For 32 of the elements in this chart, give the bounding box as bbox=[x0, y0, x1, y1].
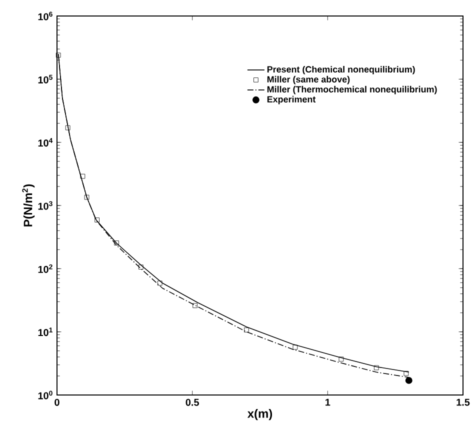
x-tick-label: 0 bbox=[54, 398, 60, 406]
y-tick-label: 10$^{0}$ bbox=[38, 390, 52, 400]
y-tick-label: 10$^{5}$ bbox=[38, 74, 52, 84]
x-tick-label: 1.5 bbox=[456, 398, 470, 406]
point bbox=[56, 52, 61, 58]
legend-label: Present (Chemical nonequilibrium) bbox=[267, 66, 415, 74]
point bbox=[405, 376, 412, 384]
point bbox=[338, 356, 344, 362]
point bbox=[292, 344, 298, 350]
y-tick-label: 10$^{2}$ bbox=[38, 264, 52, 273]
y-tick-label: 10$^{3}$ bbox=[38, 201, 52, 210]
legend-label: Miller (same above) bbox=[267, 76, 350, 84]
x-axis-title: x(m) bbox=[247, 409, 272, 420]
legend-label: Experiment bbox=[267, 96, 316, 104]
x-tick-label: 0.5 bbox=[186, 398, 199, 406]
point bbox=[65, 125, 70, 130]
point bbox=[157, 280, 162, 286]
point bbox=[138, 264, 144, 270]
y-tick-label: 10$^{4}$ bbox=[38, 138, 53, 147]
y-tick-label: 10$^{6}$ bbox=[38, 12, 52, 20]
y-tick-label: 10$^{1}$ bbox=[38, 328, 52, 336]
y-axis-title: P(N/m$^{2}$) bbox=[22, 184, 35, 226]
point bbox=[114, 240, 119, 246]
legend-label: Miller (Thermochemical nonequilibrium) bbox=[267, 86, 437, 94]
point bbox=[374, 365, 379, 370]
point bbox=[94, 218, 100, 222]
point bbox=[192, 303, 198, 308]
point bbox=[84, 194, 90, 200]
point bbox=[404, 370, 409, 376]
point bbox=[80, 174, 86, 179]
point bbox=[244, 328, 249, 332]
x-tick-label: 1 bbox=[326, 398, 330, 406]
